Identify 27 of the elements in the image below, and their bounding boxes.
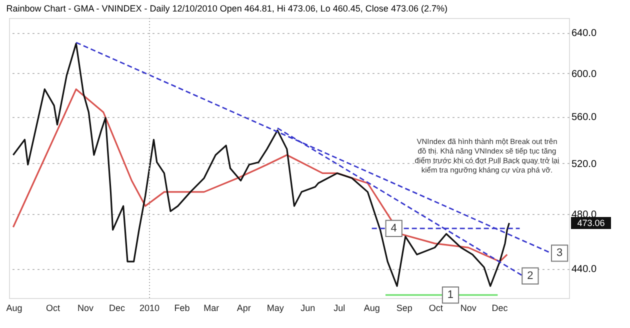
x-tick-label: Oct: [46, 303, 61, 313]
annotation: 4: [390, 222, 397, 234]
y-tick-label: 640.0: [572, 28, 597, 40]
x-tick-label: Dec: [109, 303, 126, 313]
x-tick-label: Oct: [428, 303, 444, 313]
y-tick-label: 520.0: [572, 158, 597, 170]
x-tick-label: May: [266, 303, 284, 313]
x-tick-label: Sep: [396, 303, 412, 313]
annotation: 473.06: [577, 218, 605, 228]
x-tick-label: Jul: [334, 303, 346, 313]
x-tick-label: Nov: [460, 303, 477, 313]
y-tick-label: 600.0: [572, 68, 597, 80]
x-tick-label: Nov: [78, 303, 94, 313]
y-tick-label: 560.0: [572, 112, 597, 124]
x-tick-label: Mar: [204, 303, 220, 313]
annotation: 1: [447, 289, 454, 302]
x-tick-label: Feb: [174, 303, 190, 313]
annotation: 3: [556, 247, 563, 260]
annotation: 2: [527, 270, 534, 282]
x-tick-label: Aug: [6, 303, 22, 313]
y-tick-label: 440.0: [572, 264, 597, 276]
x-tick-label: Dec: [492, 303, 508, 313]
chart-title: Rainbow Chart - GMA - VNINDEX - Daily 12/10/2010 Open 464.81, Hi 473.06, Lo 460.45, Close 473.06 (2.7%): [6, 4, 448, 14]
x-tick-label: Aug: [364, 303, 380, 313]
x-tick-label: Jun: [300, 303, 316, 313]
x-tick-label: 2010: [140, 303, 160, 313]
x-tick-label: Apr: [236, 303, 251, 313]
